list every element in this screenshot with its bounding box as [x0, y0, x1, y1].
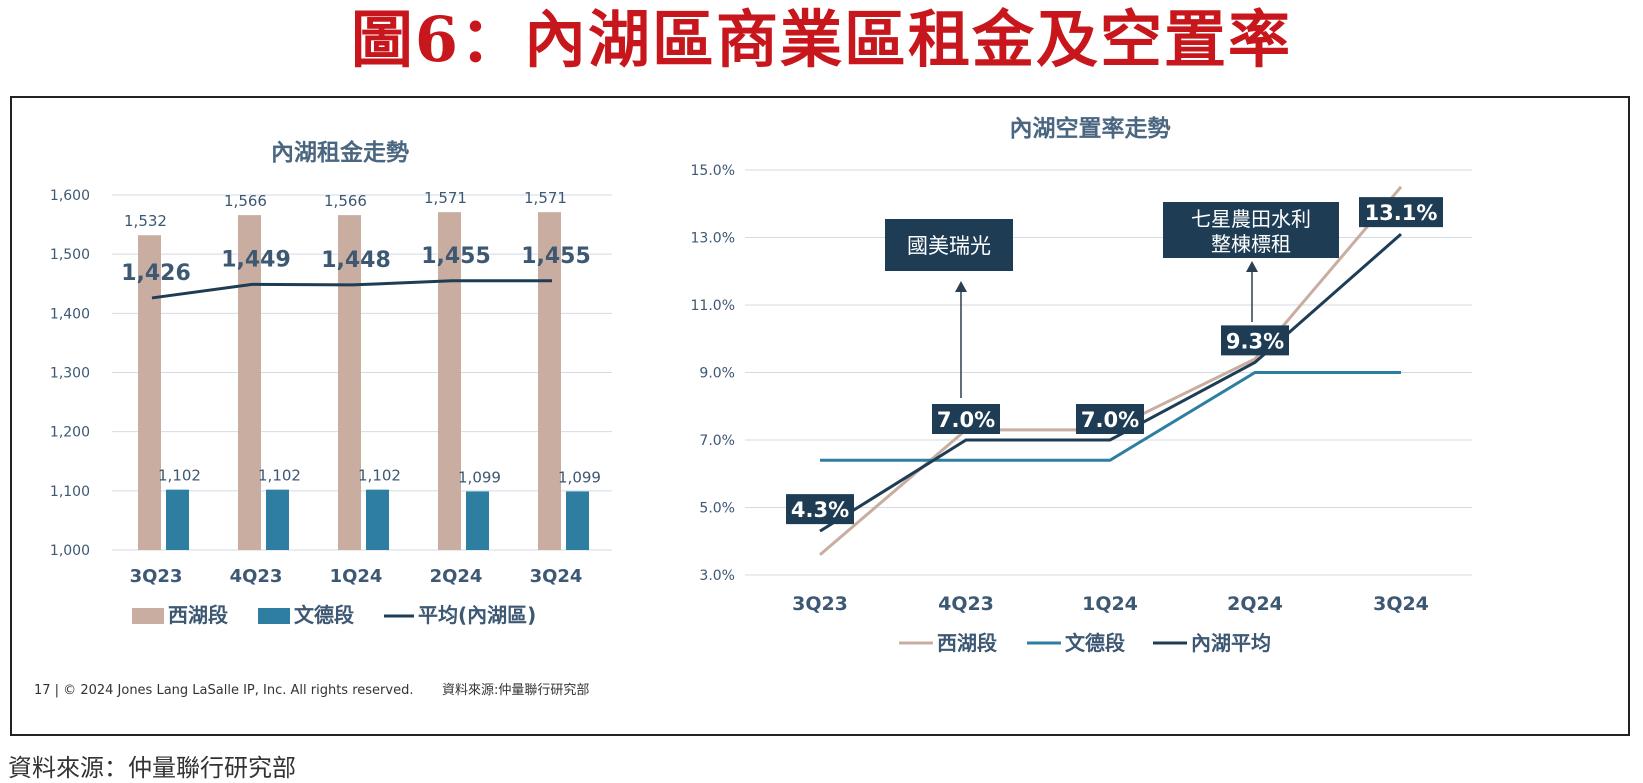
vacancy-label-text: 13.1%	[1365, 201, 1438, 225]
rent-x-tick-label: 3Q24	[530, 566, 583, 587]
rent-average-line	[151, 279, 552, 300]
footer-source: 資料來源:仲量聯行研究部	[442, 683, 589, 698]
wende-bar	[566, 491, 589, 550]
vacancy-label-box	[786, 494, 854, 525]
rent-y-tick-label: 1,100	[50, 484, 90, 500]
vacancy-x-tick-label: 3Q24	[1373, 593, 1429, 615]
headline: 圖6：內湖區商業區租金及空置率	[350, 3, 1293, 76]
westlake-bar	[338, 215, 361, 550]
vacancy-y-tick-label: 11.0%	[691, 298, 735, 314]
legend-wende-vacancy-label: 文德段	[1065, 631, 1125, 655]
annotation-text-qixing-line2: 整棟標租	[1211, 232, 1291, 256]
rent-data-labels: 1,532 1,102 1,566 1,102 1,566 1,102 1,571 1,099…	[121, 189, 601, 486]
annotation-text-qixing-line1: 七星農田水利	[1191, 207, 1311, 231]
wende-bar-label: 1,102	[258, 467, 301, 485]
legend-westlake-vacancy-label: 西湖段	[937, 631, 997, 655]
rent-x-tick-label: 1Q24	[330, 566, 383, 587]
rent-x-tick-label: 4Q23	[230, 566, 283, 587]
charts-svg: 內湖租金走勢 內湖空置率走勢 1,000 1,100 1,200 1,300 1,400…	[34, 115, 1472, 698]
rent-y-axis: 1,000 1,100 1,200 1,300 1,400 1,500 1,600	[50, 188, 90, 559]
wende-bar-label: 1,102	[358, 467, 401, 485]
rent-y-tick-label: 1,400	[50, 306, 90, 322]
annotation-box-qixing	[1163, 202, 1339, 258]
wende-bar-label: 1,099	[458, 468, 501, 486]
vacancy-label-box	[1076, 404, 1144, 434]
rent-chart-title: 內湖租金走勢	[271, 139, 409, 166]
vacancy-x-tick-label: 1Q24	[1082, 593, 1138, 615]
westlake-bar-label: 1,571	[424, 189, 467, 207]
average-rent-label: 1,455	[421, 244, 491, 269]
legend-average-vacancy-label: 內湖平均	[1191, 631, 1271, 655]
vacancy-y-tick-label: 15.0%	[691, 163, 735, 179]
rent-bars	[138, 212, 589, 550]
legend-westlake-swatch	[132, 608, 164, 624]
average-rent-label: 1,426	[121, 261, 191, 286]
legend-wende-swatch	[258, 608, 290, 624]
westlake-bar	[438, 212, 461, 550]
vacancy-y-tick-label: 3.0%	[699, 568, 735, 584]
wende-bar-label: 1,102	[158, 467, 201, 485]
vacancy-x-axis: 3Q23 4Q23 1Q24 2Q24 3Q24	[792, 593, 1429, 615]
annotation-text-guomei: 國美瑞光	[907, 234, 991, 258]
rent-y-tick-label: 1,500	[50, 247, 90, 263]
rent-y-tick-label: 1,600	[50, 188, 90, 204]
westlake-bar-label: 1,571	[524, 189, 567, 207]
vacancy-label-text: 4.3%	[791, 498, 849, 522]
westlake-bar-label: 1,532	[124, 212, 167, 230]
vacancy-label-text: 9.3%	[1226, 329, 1284, 353]
westlake-bar	[138, 235, 161, 550]
wende-bar	[466, 491, 489, 550]
average-rent-label: 1,449	[221, 247, 291, 272]
westlake-bar	[238, 215, 261, 550]
vacancy-label-box	[1359, 197, 1443, 228]
average-rent-label: 1,455	[521, 244, 591, 269]
wende-bar	[166, 489, 189, 550]
wende-bar	[266, 489, 289, 550]
vacancy-x-tick-label: 3Q23	[792, 593, 848, 615]
footer-copyright: 17 | © 2024 Jones Lang LaSalle IP, Inc. …	[34, 683, 413, 698]
rent-x-axis: 3Q23 4Q23 1Q24 2Q24 3Q24	[130, 566, 583, 587]
rent-x-tick-label: 2Q24	[430, 566, 483, 587]
vacancy-legend: 西湖段 文德段 內湖平均	[899, 631, 1271, 655]
legend-wende-label: 文德段	[294, 603, 354, 627]
rent-x-tick-label: 3Q23	[130, 566, 183, 587]
average-rent-label: 1,448	[321, 248, 391, 273]
vacancy-y-tick-label: 9.0%	[699, 366, 735, 382]
report-frame: 內湖租金走勢 內湖空置率走勢 1,000 1,100 1,200 1,300 1,400…	[10, 96, 1630, 736]
rent-y-tick-label: 1,300	[50, 366, 90, 382]
vacancy-x-tick-label: 4Q23	[938, 593, 994, 615]
vacancy-data-labels: 4.3% 7.0% 7.0% 9.3% 13.1%	[786, 197, 1443, 525]
rent-y-tick-label: 1,200	[50, 425, 90, 441]
annotation-arrow-head	[1246, 261, 1258, 272]
vacancy-y-tick-label: 7.0%	[699, 433, 735, 449]
rent-legend: 西湖段 文德段 平均(內湖區)	[132, 603, 536, 627]
vacancy-label-text: 7.0%	[1081, 408, 1139, 432]
rent-y-tick-label: 1,000	[50, 543, 90, 559]
legend-average-label: 平均(內湖區)	[418, 603, 536, 627]
vacancy-label-box	[932, 404, 1000, 434]
wende-bar	[366, 489, 389, 550]
vacancy-y-axis: 3.0% 5.0% 7.0% 9.0% 11.0% 13.0% 15.0%	[691, 163, 735, 584]
vacancy-label-box	[1221, 325, 1289, 356]
westlake-bar	[538, 212, 561, 550]
legend-westlake-label: 西湖段	[168, 603, 228, 627]
bottom-source-note: 資料來源：仲量聯行研究部	[8, 754, 296, 782]
average-vacancy-line	[819, 232, 1402, 533]
westlake-bar-label: 1,566	[324, 192, 367, 210]
average-rent-line	[151, 279, 552, 300]
vacancy-chart-title: 內湖空置率走勢	[1010, 115, 1171, 142]
annotation-arrow-head	[955, 281, 967, 292]
vacancy-label-text: 7.0%	[937, 408, 995, 432]
wende-bar-label: 1,099	[558, 468, 601, 486]
vacancy-y-tick-label: 5.0%	[699, 501, 735, 517]
westlake-bar-label: 1,566	[224, 192, 267, 210]
vacancy-y-tick-label: 13.0%	[691, 231, 735, 247]
wende-vacancy-line	[820, 371, 1401, 462]
rent-gridlines	[112, 194, 612, 551]
vacancy-x-tick-label: 2Q24	[1227, 593, 1283, 615]
annotation-box-guomei	[885, 219, 1013, 271]
